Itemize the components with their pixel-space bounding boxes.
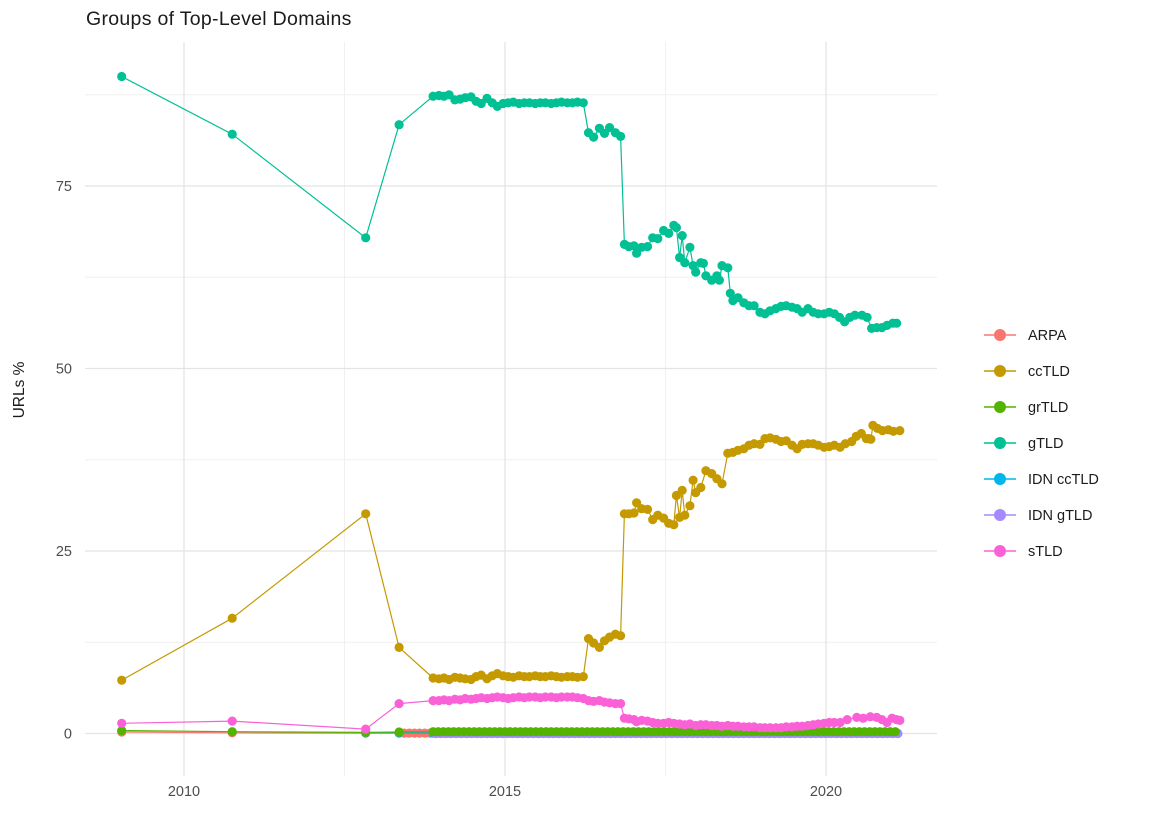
data-point <box>117 718 127 728</box>
data-point <box>589 132 599 142</box>
data-point <box>677 231 687 241</box>
data-point <box>578 98 588 108</box>
legend-key-dot <box>994 437 1006 449</box>
data-point <box>696 482 706 493</box>
data-point <box>723 263 733 273</box>
chart-title: Groups of Top-Level Domains <box>86 8 352 30</box>
gridlines <box>85 42 937 776</box>
data-point <box>616 631 626 641</box>
data-point <box>669 520 679 530</box>
legend-label: sTLD <box>1028 544 1063 560</box>
data-point <box>616 699 626 709</box>
x-tick-label: 2020 <box>810 784 842 800</box>
legend-item-stld: sTLD <box>984 544 1063 560</box>
data-point <box>725 288 735 298</box>
y-axis-title: URLs % <box>11 361 28 418</box>
data-point <box>691 267 701 277</box>
legend-item-arpa: ARPA <box>984 328 1067 344</box>
data-point <box>671 223 682 233</box>
data-point <box>685 242 695 252</box>
data-point <box>578 672 588 682</box>
data-point <box>749 301 759 311</box>
data-point <box>361 233 371 243</box>
legend-key-dot <box>994 509 1006 521</box>
y-tick-label: 75 <box>56 179 72 195</box>
data-point <box>862 312 872 322</box>
data-point <box>680 258 690 268</box>
data-point <box>394 699 404 709</box>
x-tick-label: 2015 <box>489 784 521 800</box>
data-point <box>677 485 687 495</box>
data-point <box>227 716 237 726</box>
data-point <box>616 131 626 141</box>
data-point <box>394 727 404 737</box>
data-point <box>664 228 674 238</box>
data-point <box>685 501 695 511</box>
series-gtld <box>117 71 902 333</box>
data-point <box>394 642 404 653</box>
data-point <box>117 71 127 82</box>
legend-key-dot <box>994 329 1006 341</box>
legend-key-dot <box>994 401 1006 413</box>
legend-label: IDN gTLD <box>1028 508 1092 524</box>
data-point <box>842 715 852 725</box>
legend-label: grTLD <box>1028 400 1068 416</box>
y-tick-label: 50 <box>56 362 72 378</box>
legend-label: ARPA <box>1028 328 1067 344</box>
data-point <box>850 310 860 320</box>
data-point <box>394 120 404 130</box>
legend-item-gtld: gTLD <box>984 436 1063 452</box>
data-point <box>688 475 698 485</box>
legend-item-idn-cctld: IDN ccTLD <box>984 472 1099 488</box>
data-point <box>227 129 237 139</box>
data-point <box>642 504 653 514</box>
legend-label: ccTLD <box>1028 364 1070 380</box>
data-point <box>714 275 725 285</box>
data-point <box>361 509 371 519</box>
legend-label: gTLD <box>1028 436 1063 452</box>
data-point <box>717 479 727 489</box>
legend-key-dot <box>994 545 1006 557</box>
series-layer <box>117 71 905 739</box>
data-point <box>835 717 845 728</box>
data-point <box>117 726 127 736</box>
data-point <box>866 434 876 444</box>
y-tick-label: 0 <box>64 727 72 743</box>
legend-item-idn-gtld: IDN gTLD <box>984 508 1092 524</box>
legend-key-dot <box>994 365 1006 377</box>
series-cctld <box>117 420 905 685</box>
series-stld <box>117 692 905 734</box>
series-line-gtld <box>121 75 897 330</box>
data-point <box>895 715 905 726</box>
data-point <box>629 241 639 251</box>
axis-tick-labels: 0 25 50 75 2010 2015 2020 <box>56 179 842 800</box>
legend: ARPA ccTLD grTLD gTLD IDN ccTLD IDN gTLD sTLD <box>984 328 1099 560</box>
legend-key-dot <box>994 473 1006 485</box>
data-point <box>629 508 639 518</box>
x-tick-label: 2010 <box>168 784 200 800</box>
legend-item-grtld: grTLD <box>984 400 1068 416</box>
data-point <box>117 675 127 685</box>
data-point <box>361 724 371 734</box>
data-point <box>698 258 709 268</box>
data-point <box>227 727 237 737</box>
data-point <box>858 713 868 723</box>
data-point <box>895 426 905 436</box>
legend-item-cctld: ccTLD <box>984 364 1070 380</box>
data-point <box>890 727 900 737</box>
legend-label: IDN ccTLD <box>1028 472 1099 488</box>
data-point <box>642 242 653 252</box>
data-point <box>653 234 663 244</box>
data-point <box>680 510 690 520</box>
data-point <box>594 642 605 653</box>
y-tick-label: 25 <box>56 544 72 560</box>
data-point <box>227 613 237 623</box>
data-point <box>892 318 902 328</box>
